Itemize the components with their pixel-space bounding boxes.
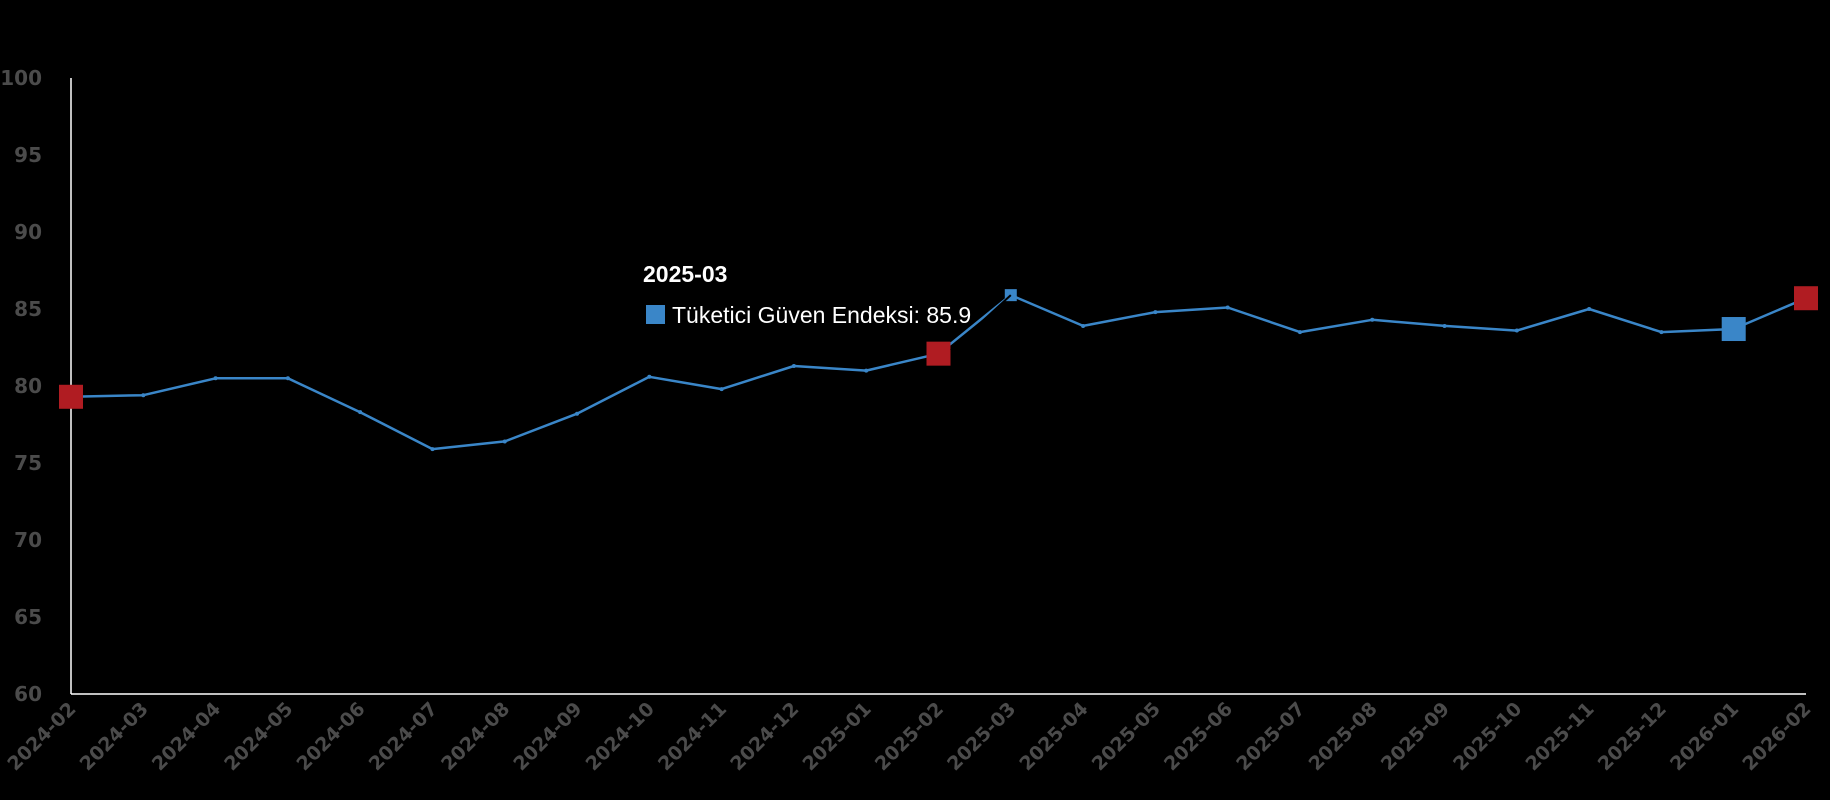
x-tick-label: 2025-05 [1088, 698, 1165, 775]
data-point[interactable] [1297, 330, 1302, 335]
x-tick-label: 2024-07 [365, 698, 442, 775]
y-tick-label: 90 [14, 220, 42, 244]
x-tick-label: 2024-04 [148, 698, 225, 775]
x-tick-label: 2026-01 [1666, 698, 1743, 775]
x-tick-label: 2025-04 [1015, 698, 1092, 775]
tooltip-pointer [950, 294, 1012, 351]
data-point[interactable] [502, 439, 507, 444]
tooltip-series-swatch [646, 305, 665, 324]
x-tick-label: 2024-12 [726, 698, 803, 775]
x-tick-label: 2025-09 [1377, 698, 1454, 775]
x-tick-label: 2024-03 [76, 698, 153, 775]
y-tick-label: 65 [14, 605, 42, 629]
x-tick-label: 2025-12 [1594, 698, 1671, 775]
highlight-marker[interactable] [59, 384, 83, 409]
x-tick-label: 2026-02 [1738, 698, 1815, 775]
data-point[interactable] [285, 376, 290, 381]
x-tick-label: 2025-03 [943, 698, 1020, 775]
tooltip-value-text: Tüketici Güven Endeksi: 85.9 [672, 302, 971, 328]
highlight-marker[interactable] [1721, 317, 1746, 342]
y-tick-label: 75 [14, 451, 42, 475]
x-tick-label: 2024-09 [509, 698, 586, 775]
x-axis: 2024-022024-032024-042024-052024-062024-… [3, 693, 1816, 775]
x-tick-label: 2024-11 [654, 698, 731, 775]
data-point[interactable] [141, 393, 146, 398]
data-point[interactable] [1370, 317, 1375, 322]
y-tick-label: 100 [0, 66, 42, 90]
data-point[interactable] [1153, 310, 1158, 315]
highlight-marker[interactable] [926, 341, 951, 366]
data-point[interactable] [1225, 305, 1230, 310]
highlight-marker[interactable] [1794, 286, 1818, 311]
data-point[interactable] [647, 374, 652, 379]
x-tick-label: 2025-10 [1449, 698, 1526, 775]
data-point[interactable] [213, 376, 218, 381]
y-axis: 60 65 70 75 80 85 90 95 100 [0, 66, 72, 706]
data-point[interactable] [358, 410, 363, 415]
x-tick-label: 2025-02 [871, 698, 948, 775]
data-point[interactable] [575, 411, 580, 416]
y-tick-label: 85 [14, 297, 42, 321]
data-point[interactable] [1587, 307, 1592, 311]
data-point[interactable] [1442, 323, 1447, 328]
x-tick-label: 2024-05 [220, 698, 297, 775]
data-point[interactable] [1081, 323, 1086, 328]
x-tick-label: 2024-02 [3, 698, 80, 775]
x-tick-label: 2024-06 [292, 698, 369, 775]
y-tick-label: 60 [14, 682, 42, 706]
data-point[interactable] [430, 447, 435, 452]
y-tick-label: 80 [14, 374, 42, 398]
x-tick-label: 2024-08 [437, 698, 514, 775]
data-point[interactable] [864, 368, 869, 373]
x-tick-label: 2024-10 [582, 698, 659, 775]
tooltip: 2025-03 Tüketici Güven Endeksi: 85.9 [643, 261, 1012, 351]
x-tick-label: 2025-01 [799, 698, 876, 775]
tooltip-title: 2025-03 [643, 261, 727, 287]
x-tick-label: 2025-08 [1305, 698, 1382, 775]
marker-layer [59, 286, 1818, 409]
data-point[interactable] [1514, 328, 1519, 333]
data-point[interactable] [791, 363, 796, 368]
y-tick-label: 95 [14, 143, 42, 167]
x-tick-label: 2025-07 [1232, 698, 1309, 775]
x-tick-label: 2025-06 [1160, 698, 1237, 775]
x-tick-label: 2025-11 [1521, 698, 1598, 775]
y-tick-label: 70 [14, 528, 42, 552]
data-point[interactable] [719, 387, 724, 392]
data-point[interactable] [1659, 330, 1664, 335]
